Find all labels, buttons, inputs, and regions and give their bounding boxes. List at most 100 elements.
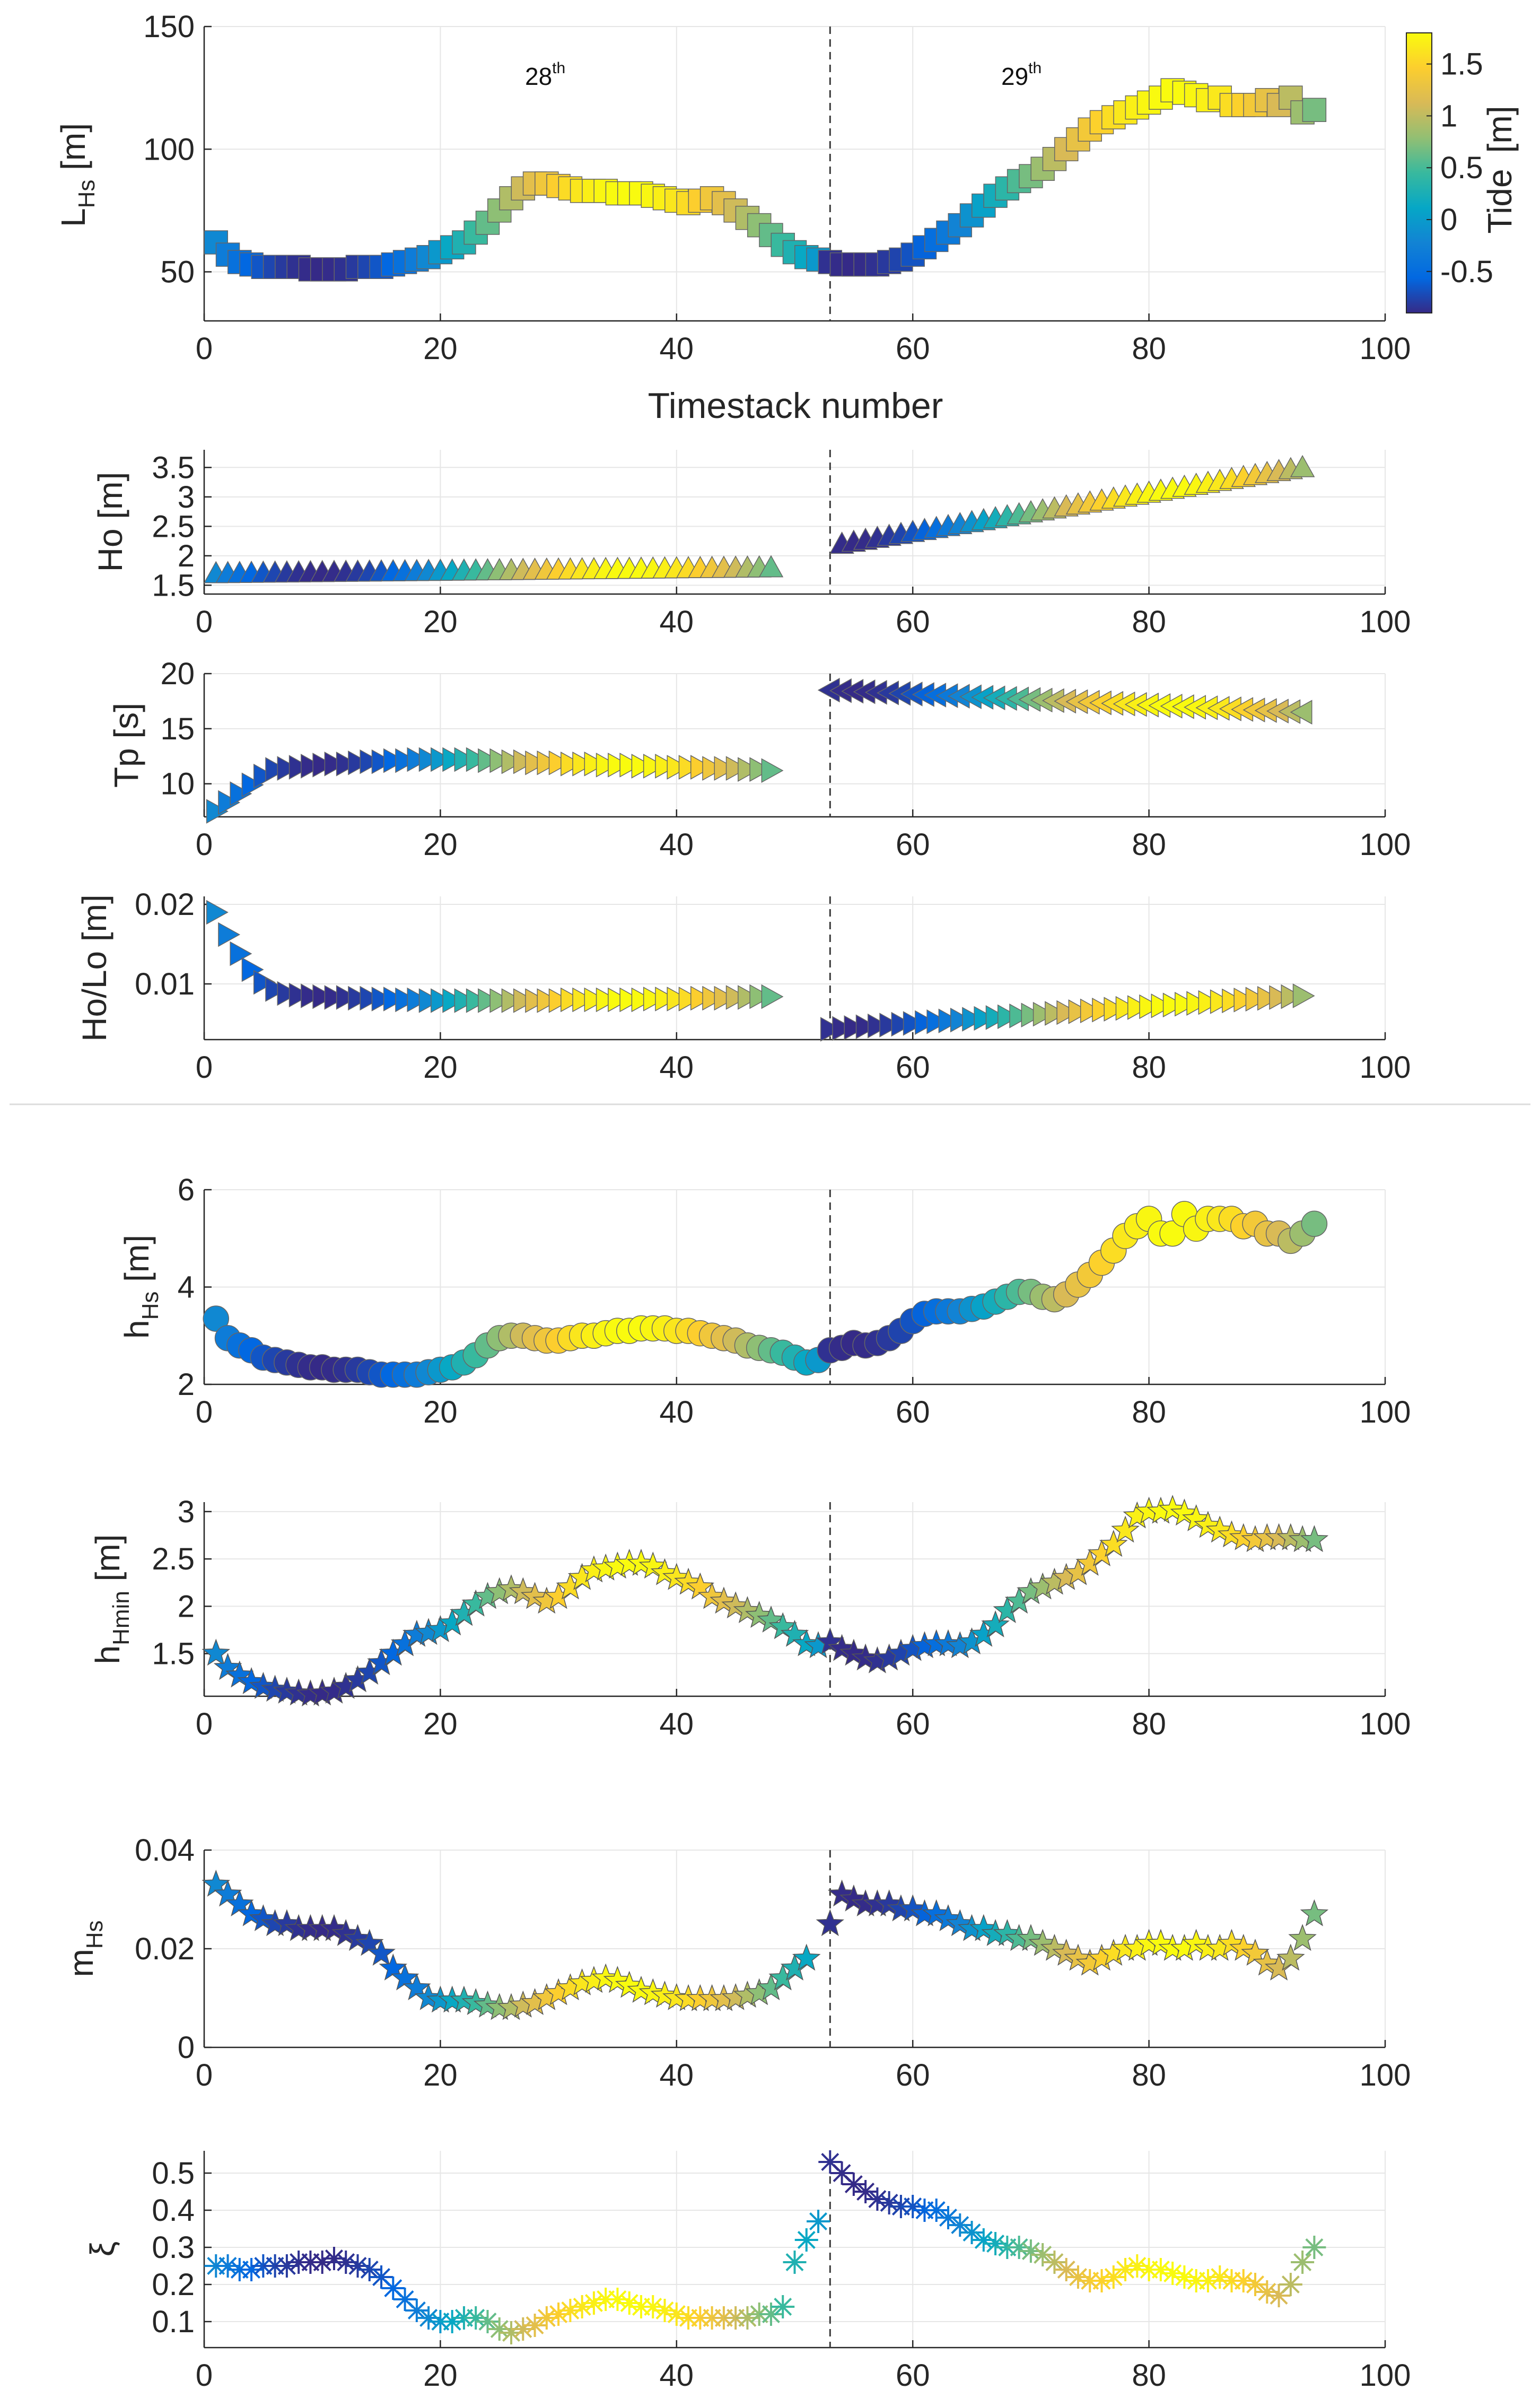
colorbar-tick-label: 0 [1440, 203, 1457, 237]
data-point [1210, 989, 1232, 1014]
data-point [981, 1610, 1010, 1637]
data-point [277, 756, 300, 781]
data-point [360, 986, 382, 1011]
x-tick-label: 60 [896, 1395, 930, 1429]
data-point [655, 754, 678, 779]
data-point [619, 753, 642, 778]
data-point [1255, 2280, 1279, 2304]
data-point [960, 2221, 984, 2244]
data-point [371, 987, 394, 1011]
data-point [1288, 1924, 1317, 1951]
data-point [513, 988, 536, 1013]
data-point [478, 748, 501, 773]
y-axis-label: LHs [m] [54, 123, 100, 227]
y-tick-label: 4 [178, 1270, 195, 1305]
data-point [511, 2317, 535, 2341]
data-point [678, 755, 701, 780]
y-tick-label: 2 [178, 1367, 195, 1402]
x-tick-label: 0 [196, 1050, 213, 1085]
data-point [561, 987, 583, 1013]
x-tick-label: 100 [1360, 1395, 1411, 1429]
data-point [537, 750, 559, 775]
data-point [1111, 1515, 1140, 1543]
data-point [230, 781, 252, 806]
data-point [405, 2299, 428, 2322]
data-point [489, 748, 512, 773]
data-point [561, 752, 583, 777]
data-point [1054, 2258, 1078, 2281]
x-tick-label: 40 [660, 605, 694, 639]
data-point [548, 988, 571, 1013]
data-point [1021, 1002, 1044, 1027]
data-point [213, 1653, 242, 1680]
data-point [1068, 999, 1091, 1024]
panel-holo: 0 20 40 60 80 100 0.01 0.02 Ho/Lo [m] [75, 887, 1411, 1085]
data-point [643, 987, 666, 1011]
data-point [1139, 994, 1162, 1019]
data-point [206, 900, 229, 925]
y-tick-label: 1.5 [152, 568, 195, 603]
plot-area [204, 896, 1385, 1040]
data-point [937, 2206, 960, 2229]
x-tick-label: 100 [1360, 332, 1411, 366]
data-point [915, 1010, 938, 1035]
data-point [1080, 998, 1102, 1024]
data-point [855, 1014, 878, 1040]
y-tick-label: 6 [178, 1173, 195, 1207]
data-point [631, 987, 654, 1013]
data-point [523, 2314, 547, 2337]
data-point [466, 747, 488, 772]
data-point [1245, 987, 1268, 1012]
data-point [619, 987, 642, 1013]
y-axis-label: ξ [83, 2242, 121, 2257]
data-point [218, 922, 241, 947]
data-point [1104, 997, 1126, 1022]
y-tick-label: 0.01 [135, 967, 195, 1001]
x-tick-label: 40 [660, 2358, 694, 2393]
data-point [417, 2306, 441, 2330]
data-point [714, 756, 737, 781]
y-tick-label: 3 [178, 480, 195, 514]
data-point [312, 753, 335, 778]
x-axis-title: Timestack number [648, 386, 943, 426]
panel-lhs: 0 20 40 60 80 100 50 100 150 LHs [m] [54, 10, 1411, 366]
data-point [537, 988, 559, 1013]
y-tick-label: 2 [178, 1589, 195, 1624]
panel-xi: 0 20 40 60 80 100 0.10.20.30.40.5 ξ [83, 2150, 1411, 2393]
data-point [854, 2180, 878, 2203]
data-point [383, 748, 406, 773]
y-tick-label: 0 [178, 2030, 195, 2065]
data-point [1031, 2243, 1055, 2266]
colorbar-tick-label: -0.5 [1440, 255, 1493, 289]
data-point [738, 985, 760, 1010]
data-point [794, 2228, 818, 2252]
y-tick-label: 150 [143, 10, 195, 44]
y-axis-label: Tp [s] [107, 703, 145, 788]
data-point [832, 1016, 855, 1041]
y-tick-label: 0.02 [135, 1932, 195, 1966]
data-point [985, 1005, 1008, 1030]
data-point [1115, 996, 1138, 1021]
data-point [1175, 991, 1197, 1017]
x-tick-label: 0 [196, 2358, 213, 2393]
data-point [738, 757, 760, 782]
y-tick-label: 10 [160, 767, 195, 801]
data-point [301, 983, 323, 1008]
colorbar-tick-label: 1 [1440, 99, 1457, 133]
data-point [301, 754, 323, 779]
x-tick-label: 40 [660, 332, 694, 366]
data-point [1290, 455, 1315, 477]
data-point [442, 747, 465, 772]
x-tick-label: 0 [196, 1707, 213, 1741]
data-point [1300, 1525, 1329, 1553]
data-point [702, 756, 725, 781]
data-point [1233, 988, 1256, 1013]
data-point [655, 987, 678, 1011]
panel-mhs: 0 20 40 60 80 100 0 0.02 0.04 mHs [62, 1833, 1411, 2092]
x-tick-label: 60 [896, 332, 930, 366]
data-point [312, 984, 335, 1009]
data-point [407, 987, 430, 1013]
data-point [631, 754, 654, 779]
y-tick-label: 1.5 [152, 1637, 195, 1671]
